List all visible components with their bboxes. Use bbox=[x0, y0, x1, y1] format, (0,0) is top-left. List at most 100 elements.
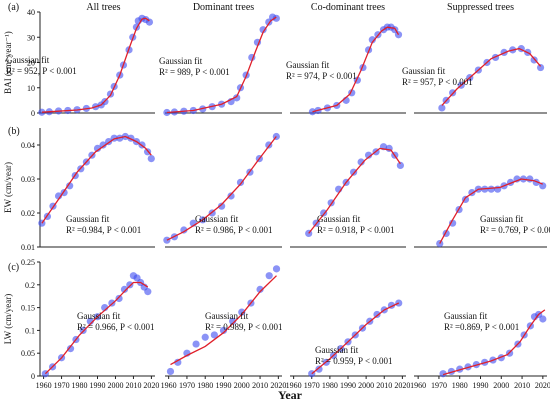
data-point bbox=[163, 108, 171, 117]
data-point bbox=[219, 326, 228, 334]
data-point bbox=[210, 331, 218, 339]
data-point bbox=[238, 308, 246, 316]
data-point bbox=[229, 317, 237, 325]
x-tick-label: 2020 bbox=[535, 381, 550, 390]
data-point bbox=[93, 144, 102, 152]
data-point bbox=[180, 226, 188, 234]
data-point bbox=[218, 202, 226, 210]
fit-label: Gaussian fit bbox=[402, 66, 446, 76]
x-tick-label: 1970 bbox=[54, 381, 70, 390]
data-point bbox=[315, 365, 323, 373]
panel-3-4: 1960 1970 1980 1990 2000 2010 2020 Gaussian fit… bbox=[410, 309, 550, 390]
x-tick-label: 2010 bbox=[514, 381, 530, 390]
data-point bbox=[144, 288, 152, 296]
y-tick-label: 0 bbox=[31, 109, 35, 118]
fit-stats: R² = 0.959, P < 0.001 bbox=[315, 356, 393, 366]
data-point bbox=[66, 182, 74, 190]
x-tick-label: 1990 bbox=[340, 381, 356, 390]
fit-label: Gaussian fit bbox=[444, 311, 488, 321]
y-tick-label: 0.02 bbox=[21, 209, 35, 218]
data-point bbox=[438, 104, 446, 112]
gaussian-fit-line bbox=[166, 16, 277, 114]
column-title: Dominant trees bbox=[193, 2, 254, 13]
data-point bbox=[272, 265, 281, 273]
data-point bbox=[539, 315, 547, 323]
fit-stats: R² = 0.769, P < 0.001 bbox=[480, 225, 550, 235]
data-point bbox=[166, 367, 175, 376]
y-tick-label: 40 bbox=[27, 8, 35, 17]
fit-label: Gaussian fit bbox=[205, 311, 249, 321]
fit-label: Gaussian fit bbox=[315, 345, 359, 355]
fit-label: Gaussian fit bbox=[66, 214, 110, 224]
data-point bbox=[396, 161, 404, 169]
y-tick-label: 0.03 bbox=[21, 175, 35, 184]
y-axis-title: BAI (cm² year⁻¹) bbox=[3, 31, 13, 94]
panel-3-3: 1960 1970 1980 1990 2000 2010 2020 Gaussian fit… bbox=[286, 299, 410, 390]
y-axis-title: LW (cm/year) bbox=[3, 294, 13, 344]
data-point bbox=[174, 358, 182, 366]
data-point bbox=[439, 370, 447, 378]
gaussian-fit-line bbox=[312, 26, 400, 113]
data-point bbox=[115, 294, 123, 303]
column-title: Suppressed trees bbox=[447, 2, 514, 13]
y-tick-label: 0.1 bbox=[25, 326, 35, 335]
y-tick-label: 0 bbox=[31, 372, 35, 381]
fit-stats: R² = 0.966, P < 0.001 bbox=[77, 322, 155, 332]
data-point bbox=[233, 94, 241, 102]
y-tick-label: 30 bbox=[27, 33, 35, 42]
x-tick-label: 2010 bbox=[252, 381, 268, 390]
data-point bbox=[38, 108, 46, 116]
x-axis-title: Year bbox=[278, 388, 303, 402]
fit-stats: R² = 957, P < 0.001 bbox=[402, 77, 473, 87]
data-point bbox=[357, 158, 365, 166]
x-tick-label: 2000 bbox=[107, 381, 123, 390]
y-tick-label: 0.05 bbox=[21, 349, 35, 358]
x-tick-label: 1960 bbox=[286, 381, 302, 390]
x-tick-label: 1960 bbox=[410, 381, 426, 390]
x-tick-label: 2000 bbox=[493, 381, 509, 390]
y-tick-label: 0.2 bbox=[25, 281, 35, 290]
x-tick-label: 1970 bbox=[304, 381, 320, 390]
data-point bbox=[120, 285, 129, 293]
data-point bbox=[394, 31, 403, 39]
panel-3-2: 1960 1970 1980 1990 2000 2010 2020 Gaussian fit… bbox=[161, 265, 286, 390]
fit-label: Gaussian fit bbox=[317, 214, 361, 224]
fit-label: Gaussian fit bbox=[77, 311, 121, 321]
data-point bbox=[373, 310, 381, 319]
gaussian-fit-line bbox=[442, 309, 546, 376]
data-point bbox=[147, 155, 155, 163]
fit-label: Gaussian fit bbox=[6, 55, 50, 65]
x-tick-label: 2000 bbox=[234, 381, 250, 390]
fit-label: Gaussian fit bbox=[286, 60, 330, 70]
column-title: All trees bbox=[86, 2, 120, 13]
fit-stats: R² =0.984, P < 0.001 bbox=[66, 225, 141, 235]
data-point bbox=[256, 285, 264, 293]
fit-stats: R² =0.869, P < 0.001 bbox=[444, 322, 519, 332]
fit-stats: R² = 0.986, P < 0.001 bbox=[195, 225, 273, 235]
data-point bbox=[236, 178, 245, 186]
fit-label: Gaussian fit bbox=[159, 56, 203, 66]
x-tick-label: 1980 bbox=[72, 381, 88, 390]
x-tick-label: 1990 bbox=[90, 381, 106, 390]
x-tick-label: 1970 bbox=[179, 381, 195, 390]
x-tick-label: 1960 bbox=[36, 381, 52, 390]
data-point bbox=[364, 151, 373, 159]
data-point bbox=[163, 236, 171, 244]
x-tick-label: 2010 bbox=[376, 381, 392, 390]
data-point bbox=[449, 219, 457, 227]
gaussian-fit-line bbox=[41, 17, 150, 113]
data-point bbox=[308, 108, 317, 116]
panel-row-label: (b) bbox=[8, 126, 20, 137]
y-axis-title: EW (cm/year) bbox=[3, 162, 13, 213]
x-tick-label: 2010 bbox=[125, 381, 141, 390]
gaussian-fit-line bbox=[311, 302, 400, 375]
x-tick-label: 1980 bbox=[322, 381, 338, 390]
